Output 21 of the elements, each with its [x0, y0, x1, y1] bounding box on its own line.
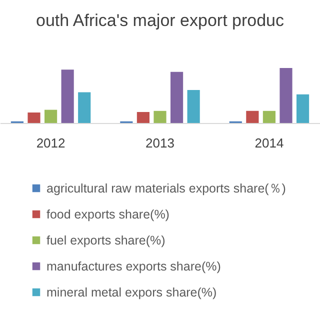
x-tick-label: 2012 — [36, 136, 66, 150]
legend-label: food exports share(%) — [46, 207, 170, 222]
bar — [296, 94, 310, 123]
x-tick-label: 2013 — [146, 136, 174, 150]
bar — [154, 110, 166, 123]
bar — [61, 70, 74, 123]
bar — [246, 110, 259, 123]
legend-label: fuel exports share(%) — [46, 233, 166, 248]
bar — [187, 90, 200, 123]
legend-label: manufactures exports share(%) — [46, 259, 221, 274]
x-tick-label: 2014 — [254, 136, 284, 150]
bar — [136, 112, 150, 123]
bar — [280, 68, 292, 123]
legend-label: agricultural raw materials exports share(％) — [46, 181, 286, 196]
legend-label: mineral metal expors share(%) — [46, 285, 217, 300]
chart-title: outh Africa's major export produc — [36, 11, 284, 30]
bar — [262, 110, 276, 123]
bar — [78, 92, 91, 123]
bar — [28, 112, 40, 123]
bar — [170, 72, 184, 123]
bar — [44, 110, 58, 123]
